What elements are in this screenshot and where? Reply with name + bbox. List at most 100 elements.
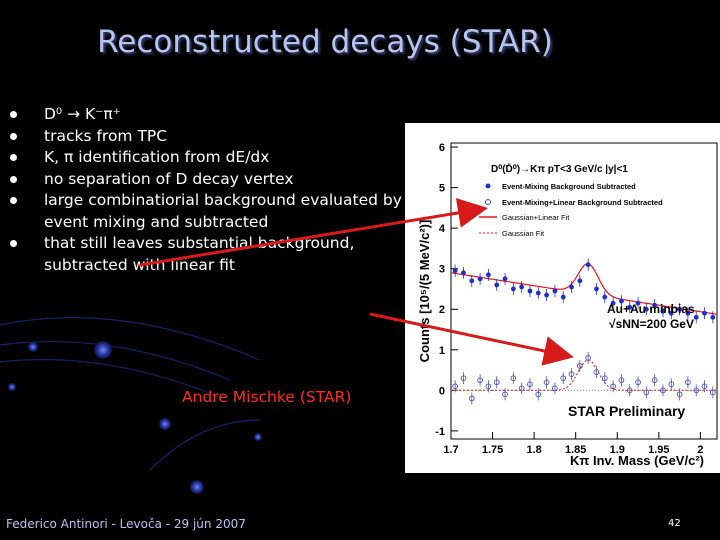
page-number: 42: [668, 518, 681, 529]
data-point-open: [493, 379, 500, 386]
legend-label: Event-Mixing+Linear Background Subtracte…: [502, 198, 663, 207]
data-point-filled: [569, 284, 574, 290]
y-tick-label: 2: [439, 304, 445, 316]
data-point-open: [543, 379, 550, 386]
legend-label: Gaussian+Linear Fit: [502, 213, 570, 222]
data-point-open: [527, 381, 533, 388]
x-tick-label: 1.9: [610, 444, 625, 456]
data-point-filled: [585, 262, 591, 268]
data-point-filled: [652, 302, 658, 308]
y-tick-label: 1: [439, 345, 445, 357]
data-point-filled: [594, 286, 599, 292]
data-point-filled: [452, 268, 458, 274]
energy-annotation: √sNN=200 GeV: [609, 317, 694, 331]
slide-title: Reconstructed decays (STAR): [97, 24, 553, 60]
invariant-mass-plot: -1 0 1 2 3 4 5 6 1.7 1.75 1.8 1.85 1.9 1.95 2 Counts […: [405, 123, 720, 473]
data-point-open: [618, 377, 625, 384]
gaussian-fit-line: [451, 359, 717, 391]
legend-label: Gaussian Fit: [502, 229, 545, 238]
gaussian-linear-fit-line: [450, 263, 718, 315]
data-point-open: [576, 363, 583, 369]
data-point-open: [651, 377, 658, 384]
data-point-open: [701, 383, 708, 390]
data-point-filled: [668, 310, 674, 316]
data-point-filled: [602, 294, 608, 300]
y-tick-label: 6: [439, 142, 445, 154]
bullet-list: D⁰ → K⁻π⁺ tracks from TPC K, π identific…: [10, 104, 410, 276]
y-axis-label: Counts [10⁵/(5 MeV/c²)]: [417, 220, 432, 363]
legend-marker-open: [485, 199, 491, 205]
data-point-filled: [627, 304, 633, 310]
x-tick-label: 1.75: [482, 444, 503, 456]
y-tick-label: 0: [439, 385, 445, 397]
data-point-filled: [535, 290, 541, 296]
data-point-filled: [552, 288, 558, 294]
bullet-dot-icon: [10, 175, 17, 183]
data-point-open: [502, 391, 508, 398]
x-axis-label: Kπ Inv. Mass (GeV/c²): [570, 453, 704, 468]
y-tick-label: 4: [439, 223, 446, 235]
x-tick-label: 1.85: [565, 444, 586, 456]
data-point-filled: [560, 294, 566, 300]
data-point-filled: [477, 276, 483, 282]
data-point-filled: [660, 308, 666, 314]
bullet-dot-icon: [10, 111, 17, 118]
data-point-filled: [635, 300, 641, 306]
bullet-item: no separation of D decay vertex: [10, 169, 410, 191]
footer-text: Federico Antinori - Levoča - 29 jún 2007: [6, 517, 246, 531]
data-point-open: [626, 387, 633, 394]
data-point-filled: [486, 272, 491, 278]
bullet-item: that still leaves substantial background…: [10, 233, 410, 276]
data-point-open: [660, 387, 666, 394]
y-tick-label: 5: [439, 183, 445, 195]
data-point-open: [709, 389, 716, 396]
data-point-open: [635, 379, 641, 386]
bullet-item: K, π identification from dE/dx: [10, 147, 410, 169]
data-point-open: [676, 391, 683, 398]
data-point-open: [460, 375, 467, 382]
data-point-open: [693, 387, 700, 394]
data-point-open: [668, 381, 675, 388]
plot-frame: [450, 142, 718, 440]
data-point-open: [643, 389, 650, 396]
legend-label: Event-Mixing Background Subtracted: [502, 182, 636, 191]
data-point-filled: [510, 286, 516, 292]
data-point-open: [510, 375, 517, 382]
y-tick-label: -1: [435, 426, 445, 438]
data-point-open: [601, 375, 608, 382]
data-point-filled: [643, 306, 649, 312]
data-point-open: [468, 395, 475, 402]
data-point-open: [685, 379, 691, 386]
bullet-item: D⁰ → K⁻π⁺: [10, 104, 410, 126]
system-annotation: Au+Au minbias: [607, 302, 695, 316]
bullet-item: large combinatiorial background evaluate…: [10, 190, 410, 233]
chart-svg: -1 0 1 2 3 4 5 6 1.7 1.75 1.8 1.85 1.9 1.95 2 Counts […: [417, 142, 718, 468]
bullet-item: tracks from TPC: [10, 126, 410, 148]
data-point-open: [477, 377, 483, 384]
data-point-filled: [710, 314, 716, 320]
data-point-open: [535, 391, 542, 398]
data-point-open: [518, 385, 525, 392]
x-tick-label: 1.95: [648, 444, 669, 456]
y-tick-label: 3: [439, 264, 445, 276]
bullet-dot-icon: [10, 240, 17, 247]
x-tick-label: 2: [697, 444, 703, 456]
data-point-filled: [619, 298, 624, 304]
data-point-filled: [693, 314, 699, 320]
data-point-filled: [502, 276, 508, 282]
x-tick-label: 1.8: [526, 444, 541, 456]
legend-marker-filled: [485, 183, 491, 189]
decay-annotation: D⁰(D̄⁰)→Kπ pT<3 GeV/c |y|<1: [491, 163, 628, 175]
decorative-dots: [8, 341, 262, 494]
data-point-open: [552, 385, 558, 392]
bullet-dot-icon: [10, 132, 17, 140]
data-point-open: [568, 371, 575, 377]
bullet-dot-icon: [10, 154, 17, 161]
data-point-open: [593, 369, 600, 375]
data-point-filled: [677, 306, 682, 312]
preliminary-label: STAR Preliminary: [568, 403, 685, 419]
data-point-open: [610, 383, 616, 390]
data-point-filled: [461, 270, 466, 276]
data-point-filled: [610, 300, 616, 306]
